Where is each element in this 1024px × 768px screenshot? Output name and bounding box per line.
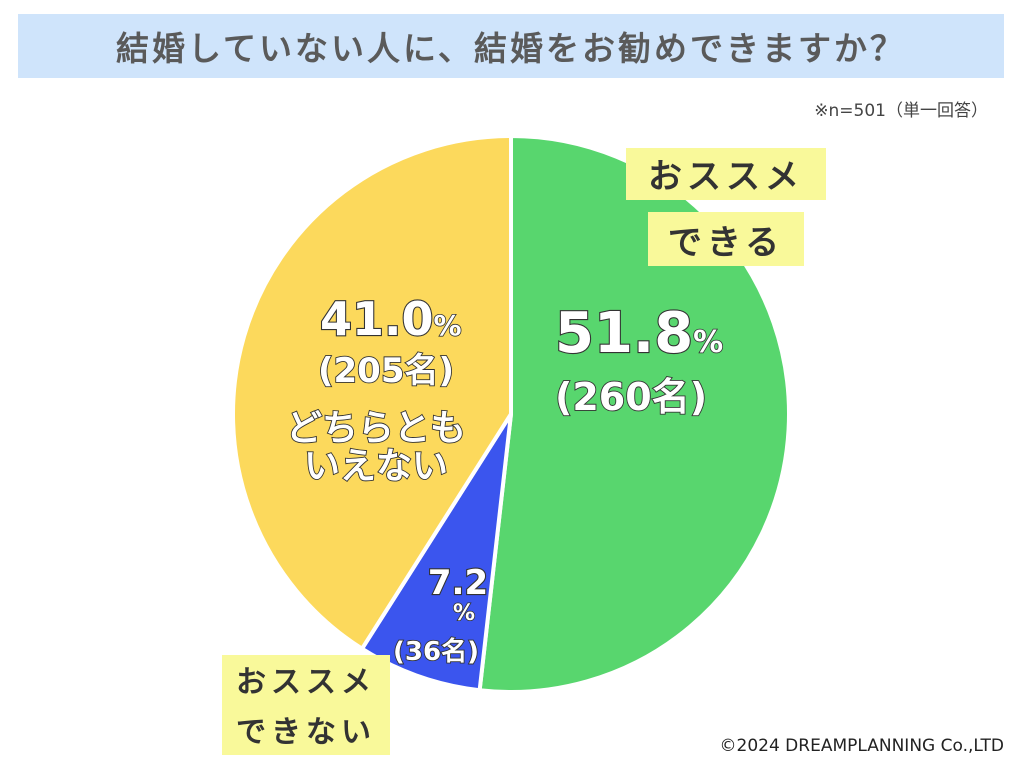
slice-3-category-line-1: どちらとも — [286, 408, 466, 449]
slice-2-callout-line-2: できない — [236, 715, 376, 750]
slice-1-callout-bg-line-1 — [626, 148, 826, 200]
pie-slice-3 — [231, 133, 513, 652]
slice-3-percent-sign: % — [434, 309, 462, 342]
slice-1-percent-sign: % — [693, 325, 723, 360]
slice-2-callout-bg-line-2 — [222, 703, 390, 755]
pie-slice-2 — [359, 412, 513, 693]
slice-1-callout-line-2: できる — [668, 223, 784, 263]
slice-1-count-label: (260名) — [555, 375, 707, 419]
slice-2-count-label: (36名) — [393, 636, 479, 667]
chart-title: 結婚していない人に、結婚をお勧めできますか？ — [115, 29, 907, 68]
slice-2-callout-line-1: おススメ — [236, 665, 376, 700]
slice-2-callout-bg-line-1 — [222, 655, 390, 703]
slice-1-callout-bg-line-2 — [648, 212, 804, 266]
sample-note: ※n=501（単一回答） — [814, 101, 988, 121]
slice-2-percent-label: 7.2 — [428, 563, 488, 603]
slice-1-callout-line-1: おススメ — [648, 157, 804, 197]
slice-3-count-label: (205名) — [318, 351, 454, 391]
chart-title-bar: 結婚していない人に、結婚をお勧めできますか？ — [18, 14, 1004, 78]
slice-3-category-line-2: いえない — [304, 446, 448, 487]
copyright: ©2024 DREAMPLANNING Co.,LTD — [719, 736, 1004, 756]
slice-2-percent-sign: % — [453, 601, 475, 626]
